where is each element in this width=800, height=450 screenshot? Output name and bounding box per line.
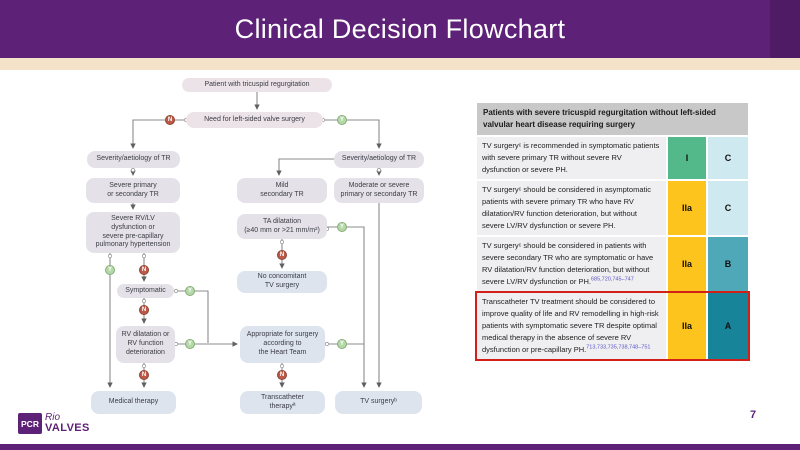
recommendation-text: TV surgeryᶜ should be considered in pati… — [477, 237, 666, 291]
slide-header: Clinical Decision Flowchart — [0, 0, 800, 58]
class-cell: IIa — [668, 181, 706, 235]
header-corner-accent — [770, 0, 800, 58]
class-cell: IIa — [668, 293, 706, 359]
table-row: TV surgeryᶜ should be considered in pati… — [477, 237, 748, 291]
badge-yes: Y — [337, 115, 347, 125]
recommendation-text: TV surgeryᶜ should be considered in asym… — [477, 181, 666, 235]
table-row: TV surgeryᶜ is recommended in symptomati… — [477, 137, 748, 179]
node-symptomatic: Symptomatic — [117, 284, 174, 298]
badge-yes: Y — [185, 339, 195, 349]
badge-yes: Y — [185, 286, 195, 296]
node-mild-secondary-tr: Mild secondary TR — [237, 178, 327, 203]
badge-no: N — [277, 370, 287, 380]
class-cell: IIa — [668, 237, 706, 291]
table-header: Patients with severe tricuspid regurgita… — [477, 103, 748, 135]
node-need-left-sided-surgery: Need for left-sided valve surgery — [186, 112, 323, 128]
logo-valves-text: VALVES — [45, 422, 90, 434]
recommendation-body: Transcatheter TV treatment should be con… — [482, 297, 659, 354]
node-patient: Patient with tricuspid regurgitation — [182, 78, 332, 92]
footer-accent-bar — [0, 444, 800, 450]
logo-wordmark: Rio VALVES — [45, 413, 90, 434]
recommendations-table: Patients with severe tricuspid regurgita… — [475, 103, 750, 361]
header-accent-strip — [0, 58, 800, 70]
reference-numbers: 685,720,745–747 — [590, 276, 634, 283]
node-severe-primary-secondary-tr: Severe primary or secondary TR — [86, 178, 180, 203]
level-cell: C — [708, 181, 748, 235]
node-severity-aetiology-right: Severity/aetiology of TR — [334, 151, 424, 168]
node-ta-dilatation: TA dilatation (≥40 mm or >21 mm/m²) — [237, 214, 327, 239]
reference-numbers: 713,733,735,738,748–751 — [586, 344, 651, 351]
badge-no: N — [139, 305, 149, 315]
recommendation-body: TV surgeryᶜ should be considered in pati… — [482, 241, 654, 286]
class-cell: I — [668, 137, 706, 179]
node-medical-therapy: Medical therapy — [91, 391, 176, 414]
recommendation-text: Transcatheter TV treatment should be con… — [477, 293, 666, 359]
badge-no: N — [165, 115, 175, 125]
table-row-highlighted: Transcatheter TV treatment should be con… — [475, 291, 750, 361]
node-no-concomitant-tv-surgery: No concomitant TV surgery — [237, 271, 327, 293]
badge-yes: Y — [105, 265, 115, 275]
node-tv-surgery: TV surgeryᵇ — [335, 391, 422, 414]
badge-yes: Y — [337, 222, 347, 232]
level-cell: B — [708, 237, 748, 291]
recommendation-body: TV surgeryᶜ is recommended in symptomati… — [482, 141, 660, 174]
node-rv-dilatation: RV dilatation or RV function deteriorati… — [116, 326, 175, 363]
badge-yes: Y — [337, 339, 347, 349]
page-number: 7 — [750, 409, 757, 421]
page-title: Clinical Decision Flowchart — [234, 13, 566, 44]
badge-no: N — [277, 250, 287, 260]
recommendation-body: TV surgeryᶜ should be considered in asym… — [482, 185, 651, 230]
node-severe-rvlv-dysfunction: Severe RV/LV dysfunction or severe pre-c… — [86, 212, 180, 253]
logo-rio-text: Rio — [45, 412, 61, 423]
recommendation-text: TV surgeryᶜ is recommended in symptomati… — [477, 137, 666, 179]
badge-no: N — [139, 370, 149, 380]
level-cell: C — [708, 137, 748, 179]
badge-no: N — [139, 265, 149, 275]
level-cell: A — [708, 293, 748, 359]
pcr-logo-mark: PCR — [18, 413, 42, 434]
node-appropriate-heart-team: Appropriate for surgery according to the… — [240, 326, 325, 363]
node-severity-aetiology-left: Severity/aetiology of TR — [87, 151, 180, 168]
node-moderate-severe-tr: Moderate or severe primary or secondary … — [334, 178, 424, 203]
table-row: TV surgeryᶜ should be considered in asym… — [477, 181, 748, 235]
node-transcatheter-therapy: Transcatheter therapyª — [240, 391, 325, 414]
pcr-rio-valves-logo: PCR Rio VALVES — [18, 413, 90, 434]
